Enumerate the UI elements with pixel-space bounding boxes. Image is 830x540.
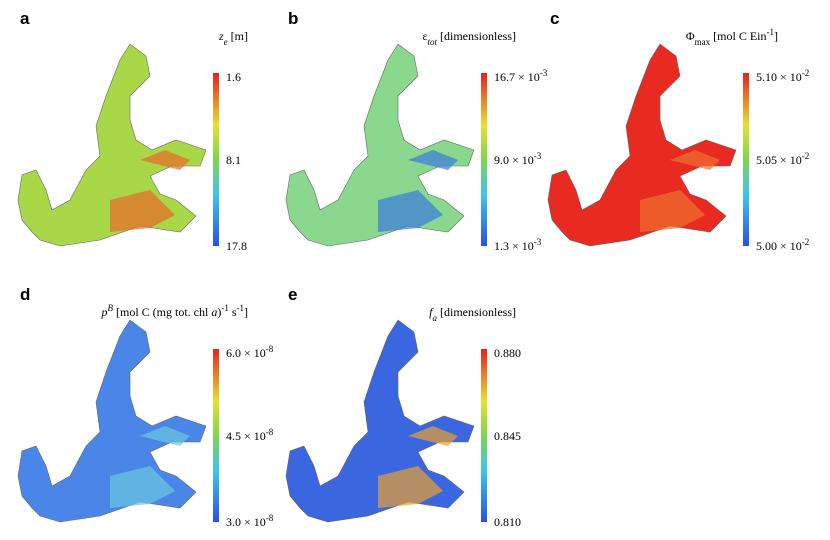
colorbar-tick-label: 16.7 × 10-3 [494,68,548,84]
colorbar [743,73,749,246]
title-part: [dimensionless] [437,29,516,43]
title-part: [dimensionless] [437,305,516,319]
panel-title: Φmax [mol C Ein-1] [686,27,778,47]
colorbar-tick-label: 17.8 [226,239,247,253]
panel: a ze [m] 1.6 8.1 17.8 [17,9,248,253]
sea-area [285,319,475,523]
title-part: a [211,305,217,319]
panel-title: ze [m] [218,29,248,47]
tick-part: 6.0 × 10 [226,346,266,360]
tick-part: 1.3 × 10 [494,239,534,253]
tick-part: 9.0 × 10 [494,153,534,167]
panel-letter: b [288,9,298,28]
tick-part: 3.0 × 10 [226,515,266,529]
colorbar-tick-label: 0.845 [494,429,521,443]
title-part: a [433,313,438,323]
tick-part: 1.6 [226,70,241,84]
colorbar-tick-label: 1.3 × 10-3 [494,237,542,253]
title-part: f [429,305,434,319]
sea-area-detail [378,150,458,232]
colorbar-tick-label: 5.00 × 10-2 [756,237,809,253]
sea-area-detail [110,150,190,232]
colorbar [213,349,219,522]
panel-letter: d [20,285,30,304]
colorbar-tick-label: 3.0 × 10-8 [226,513,274,529]
colorbar [481,73,487,246]
tick-part: 4.5 × 10 [226,429,266,443]
colorbar [481,349,487,522]
tick-part: 5.10 × 10 [756,70,802,84]
tick-part: -3 [540,68,548,78]
colorbar-tick-label: 8.1 [226,153,241,167]
title-part: ε [422,29,427,43]
tick-part: -8 [266,427,274,437]
panel-letter: a [20,9,30,28]
map [285,43,475,247]
colorbar-tick-label: 0.880 [494,346,521,360]
sea-area [285,43,475,247]
title-part: ] [244,305,248,319]
title-part: [mol C Ein [710,29,766,43]
title-part: max [695,37,711,47]
sea-area [547,43,737,247]
tick-part: 5.00 × 10 [756,239,802,253]
title-part: [mol C (mg tot. chl [113,305,211,319]
tick-part: 17.8 [226,239,247,253]
tick-part: -2 [802,68,810,78]
panel: dpB [mol C (mg tot. chl a)-1 s-1]6.0 × 1… [17,285,274,529]
panel-title: pB [mol C (mg tot. chl a)-1 s-1] [101,303,249,319]
colorbar [213,73,219,246]
colorbar-tick-label: 9.0 × 10-3 [494,151,542,167]
tick-part: 5.05 × 10 [756,153,802,167]
sea-area-detail [640,150,720,232]
map [17,43,207,247]
panel: e fa [dimensionless] 0.880 0.845 0.810 [285,285,521,529]
title-part: Φ [686,29,695,43]
colorbar-tick-label: 5.05 × 10-2 [756,151,809,167]
title-part: z [218,29,224,43]
tick-part: 0.845 [494,429,521,443]
tick-part: -3 [534,151,542,161]
title-part: ] [774,29,778,43]
tick-part: -2 [802,237,810,247]
title-part: -1 [221,303,229,313]
colorbar-tick-label: 1.6 [226,70,241,84]
title-part: -1 [767,27,775,37]
tick-part: -2 [802,151,810,161]
title-part: ) [217,305,221,319]
tick-part: 0.810 [494,515,521,529]
map [285,319,475,523]
tick-part: -8 [266,513,274,523]
colorbar-tick-label: 4.5 × 10-8 [226,427,274,443]
panel-letter: e [288,285,297,304]
title-part: e [224,37,228,47]
sea-area [17,319,207,523]
tick-part: -3 [534,237,542,247]
title-part: B [108,303,114,313]
map [547,43,737,247]
title-part: -1 [237,303,245,313]
panel-letter: c [550,9,559,28]
colorbar-tick-label: 0.810 [494,515,521,529]
title-part: [m] [228,29,248,43]
title-part: s [229,305,237,319]
title-part: tot [427,37,437,47]
colorbar-tick-label: 6.0 × 10-8 [226,344,274,360]
tick-part: 16.7 × 10 [494,70,540,84]
tick-part: 0.880 [494,346,521,360]
sea-area [17,43,207,247]
panel-title: εtot [dimensionless] [422,29,516,47]
panel-title: fa [dimensionless] [429,305,516,323]
colorbar-tick-label: 5.10 × 10-2 [756,68,809,84]
title-part: p [101,305,108,319]
map [17,319,207,523]
tick-part: -8 [266,344,274,354]
tick-part: 8.1 [226,153,241,167]
sea-area-detail [378,426,458,508]
sea-area-detail [110,426,190,508]
